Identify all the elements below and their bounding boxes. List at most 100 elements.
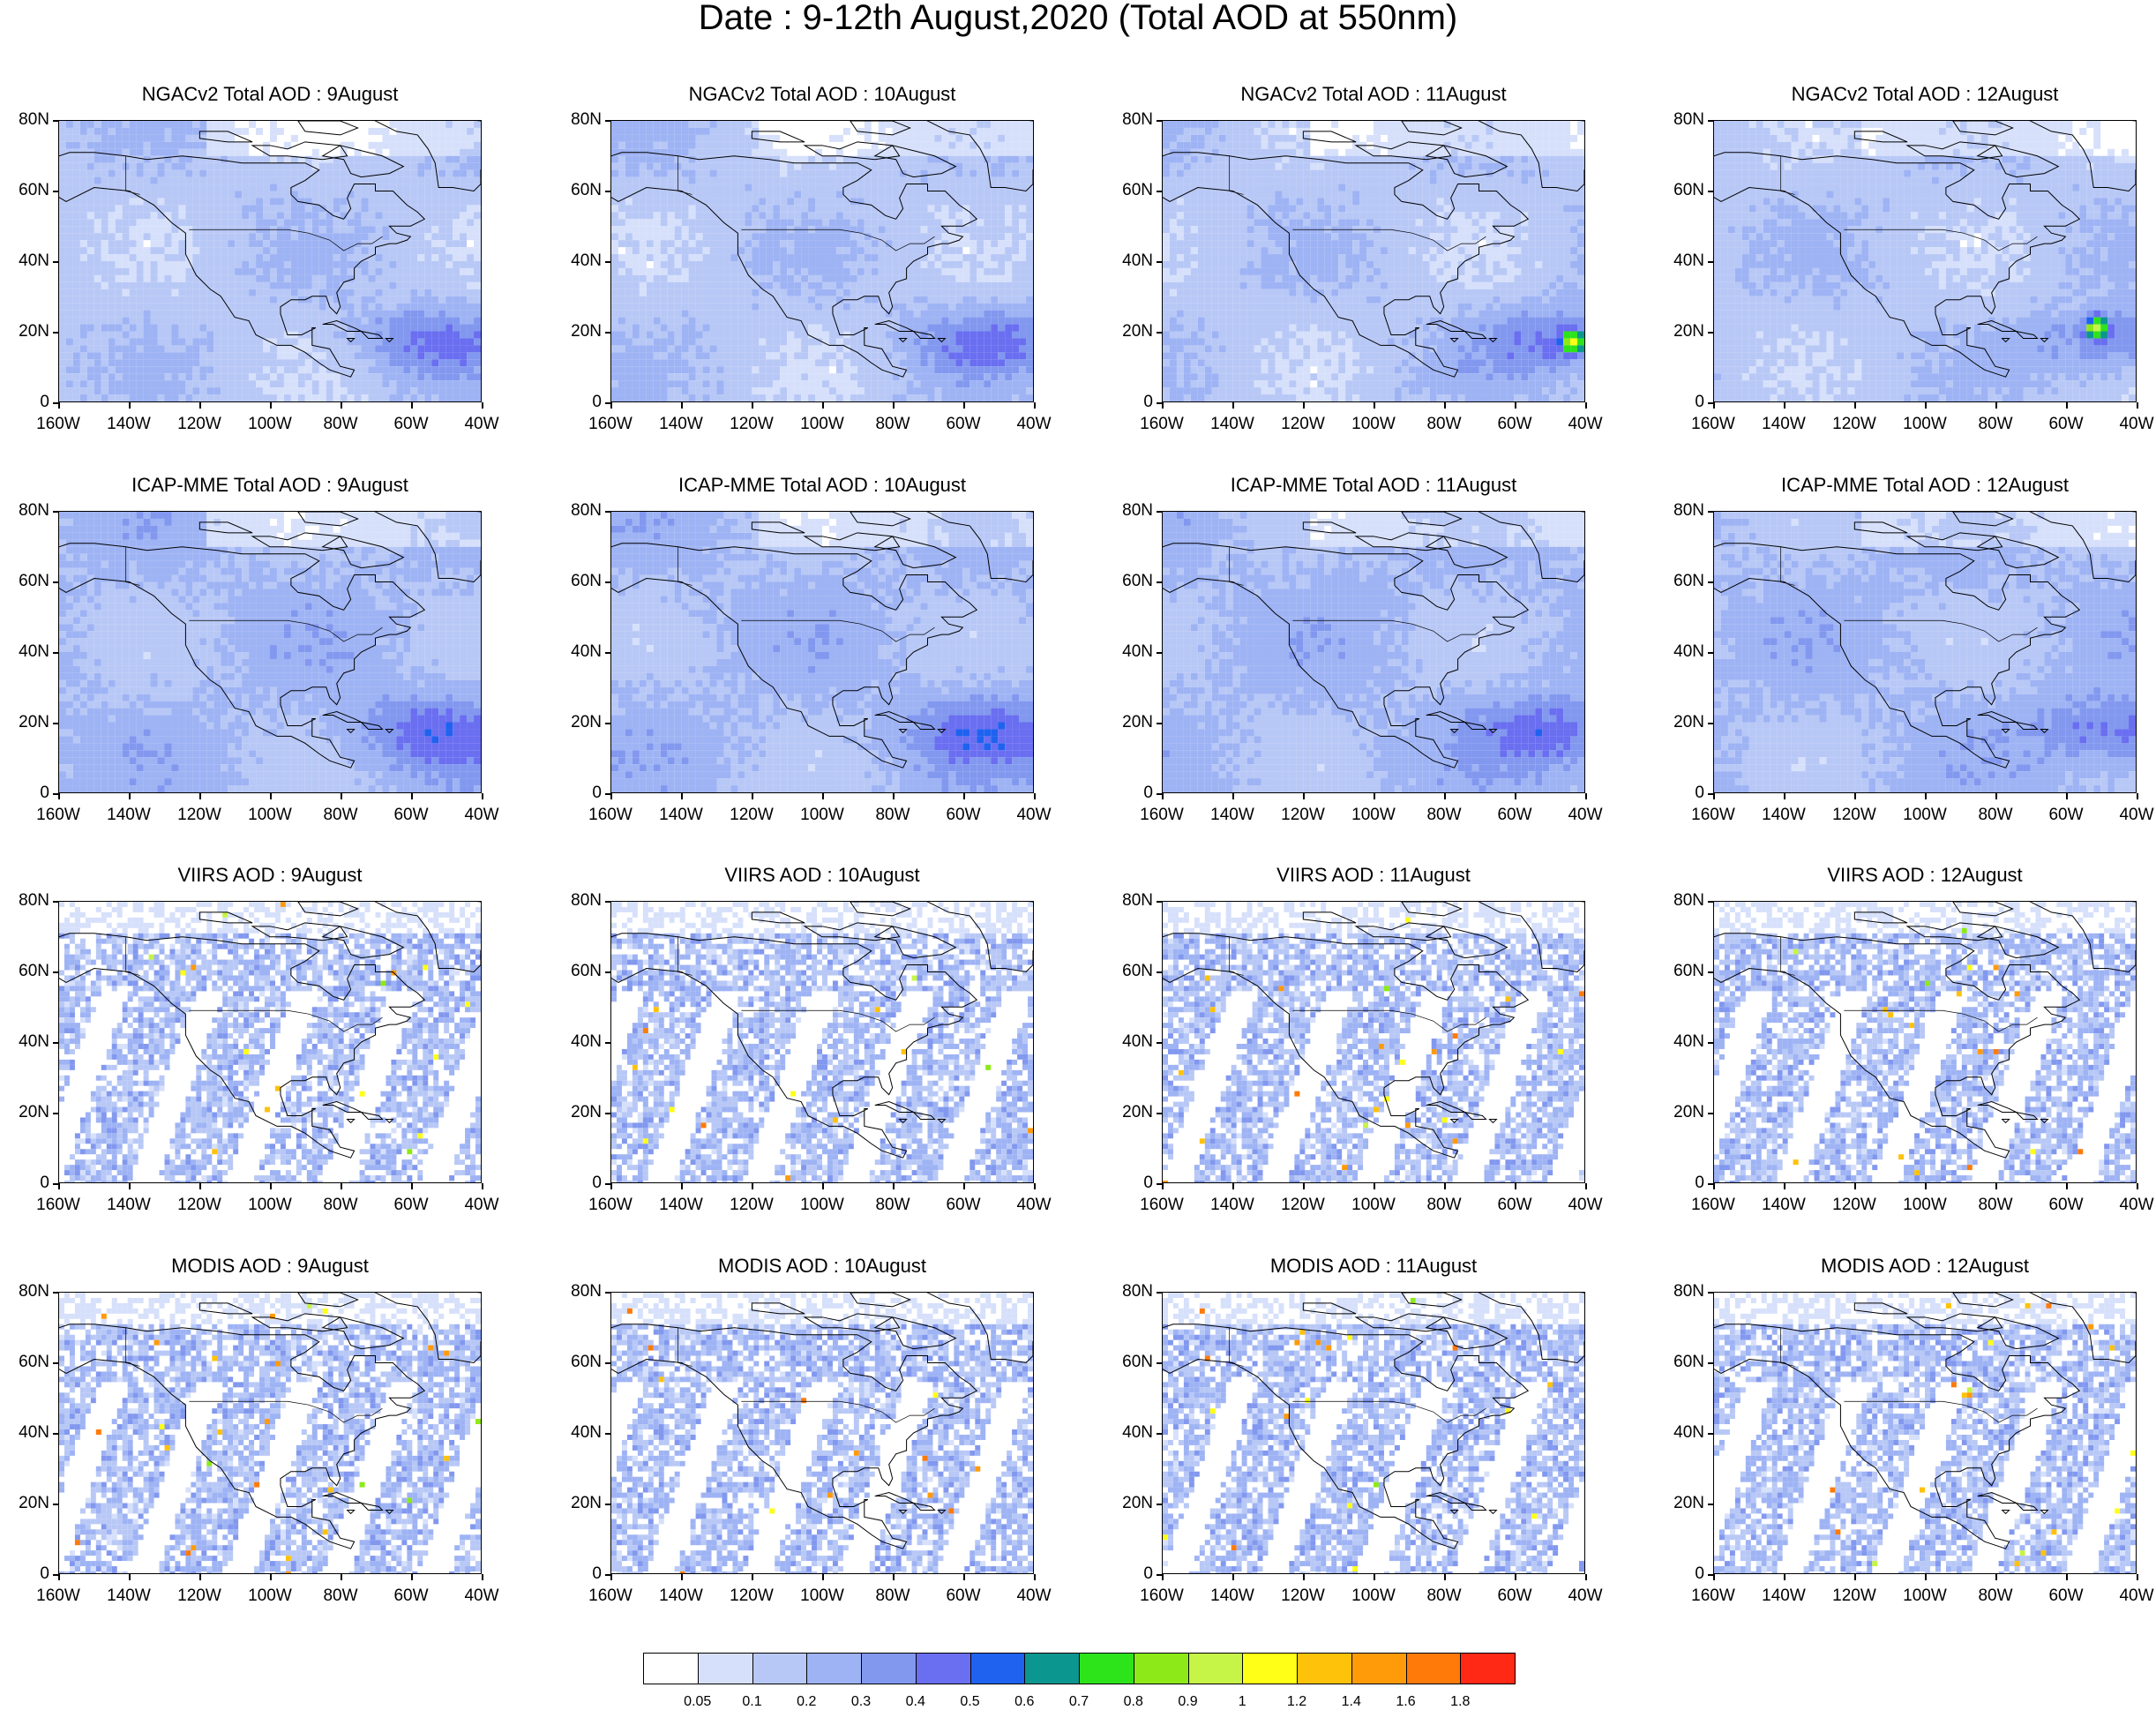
- aod-cell: [618, 233, 625, 241]
- aod-cell: [1012, 247, 1020, 255]
- aod-cell: [467, 169, 475, 177]
- coastline: [611, 152, 978, 378]
- aod-cell: [639, 366, 647, 374]
- aod-cell: [235, 219, 243, 227]
- aod-cell: [969, 394, 977, 401]
- aod-cell: [962, 267, 970, 275]
- aod-cell: [998, 380, 1006, 388]
- aod-cell: [354, 191, 362, 199]
- aod-cell: [467, 155, 475, 163]
- aod-cell: [878, 359, 886, 367]
- aod-cell: [396, 373, 404, 381]
- aod-cell: [311, 281, 319, 289]
- aod-cell: [927, 281, 935, 289]
- aod-cell: [256, 324, 264, 332]
- aod-cell: [445, 274, 453, 282]
- aod-cell: [667, 162, 675, 170]
- aod-cell: [59, 134, 66, 142]
- aod-cell: [801, 274, 809, 282]
- aod-cell: [808, 247, 816, 255]
- aod-cell: [899, 127, 907, 135]
- aod-cell: [857, 267, 865, 275]
- aod-cell: [850, 317, 857, 325]
- aod-cell: [828, 254, 836, 261]
- aod-cell: [1019, 310, 1027, 318]
- aod-cell: [122, 121, 130, 128]
- aod-cell: [59, 267, 66, 275]
- aod-cell: [688, 394, 696, 401]
- aod-cell: [766, 303, 774, 311]
- aod-cell: [283, 212, 291, 220]
- aod-cell: [899, 191, 907, 199]
- aod-cell: [221, 205, 228, 213]
- aod-cell: [1019, 267, 1027, 275]
- aod-cell: [460, 226, 468, 234]
- aod-cell: [639, 169, 647, 177]
- aod-cell: [453, 141, 460, 149]
- aod-cell: [695, 176, 703, 184]
- aod-cell: [389, 296, 397, 304]
- aod-cell: [213, 219, 221, 227]
- aod-cell: [969, 366, 977, 374]
- aod-cell: [101, 127, 109, 135]
- aod-cell: [256, 331, 264, 339]
- aod-cell: [1239, 121, 1247, 128]
- aod-cell: [389, 254, 397, 261]
- aod-cell: [653, 296, 661, 304]
- aod-cell: [962, 303, 970, 311]
- aod-cell: [283, 261, 291, 268]
- aod-cell: [235, 274, 243, 282]
- aod-cell: [290, 233, 298, 241]
- aod-cell: [906, 394, 914, 401]
- aod-cell: [828, 380, 836, 388]
- aod-cell: [192, 191, 200, 199]
- aod-cell: [1026, 296, 1033, 304]
- aod-cell: [354, 366, 362, 374]
- aod-cell: [759, 134, 767, 142]
- aod-cell: [94, 162, 101, 170]
- aod-cell: [1169, 141, 1177, 149]
- aod-cell: [221, 366, 228, 374]
- aod-cell: [318, 380, 326, 388]
- aod-cell: [1570, 148, 1578, 156]
- aod-cell: [178, 345, 186, 353]
- aod-cell: [361, 289, 369, 296]
- aod-cell: [920, 141, 928, 149]
- aod-cell: [453, 387, 460, 395]
- aod-cell: [431, 267, 439, 275]
- aod-cell: [787, 380, 795, 388]
- aod-cell: [892, 267, 900, 275]
- aod-cell: [737, 212, 745, 220]
- aod-cell: [998, 373, 1006, 381]
- aod-cell: [688, 338, 696, 346]
- aod-cell: [885, 296, 893, 304]
- aod-cell: [157, 176, 165, 184]
- aod-cell: [702, 274, 710, 282]
- aod-cell: [242, 366, 250, 374]
- aod-cell: [228, 324, 236, 332]
- aod-cell: [801, 373, 809, 381]
- aod-cell: [941, 261, 949, 268]
- aod-cell: [653, 212, 661, 220]
- aod-cell: [213, 331, 221, 339]
- aod-cell: [403, 387, 411, 395]
- aod-cell: [72, 394, 80, 401]
- aod-cell: [283, 198, 291, 206]
- aod-cell: [723, 331, 731, 339]
- aod-cell: [745, 331, 752, 339]
- aod-cell: [474, 317, 481, 325]
- aod-cell: [354, 310, 362, 318]
- aod-cell: [660, 169, 668, 177]
- aod-cell: [417, 289, 425, 296]
- aod-cell: [822, 261, 829, 268]
- aod-cell: [934, 345, 942, 353]
- aod-cell: [702, 219, 710, 227]
- aod-cell: [752, 331, 760, 339]
- aod-field: [59, 121, 481, 401]
- aod-cell: [822, 254, 829, 261]
- aod-cell: [794, 352, 802, 360]
- aod-cell: [1005, 303, 1013, 311]
- aod-cell: [625, 155, 633, 163]
- aod-cell: [1012, 359, 1020, 367]
- aod-cell: [977, 310, 984, 318]
